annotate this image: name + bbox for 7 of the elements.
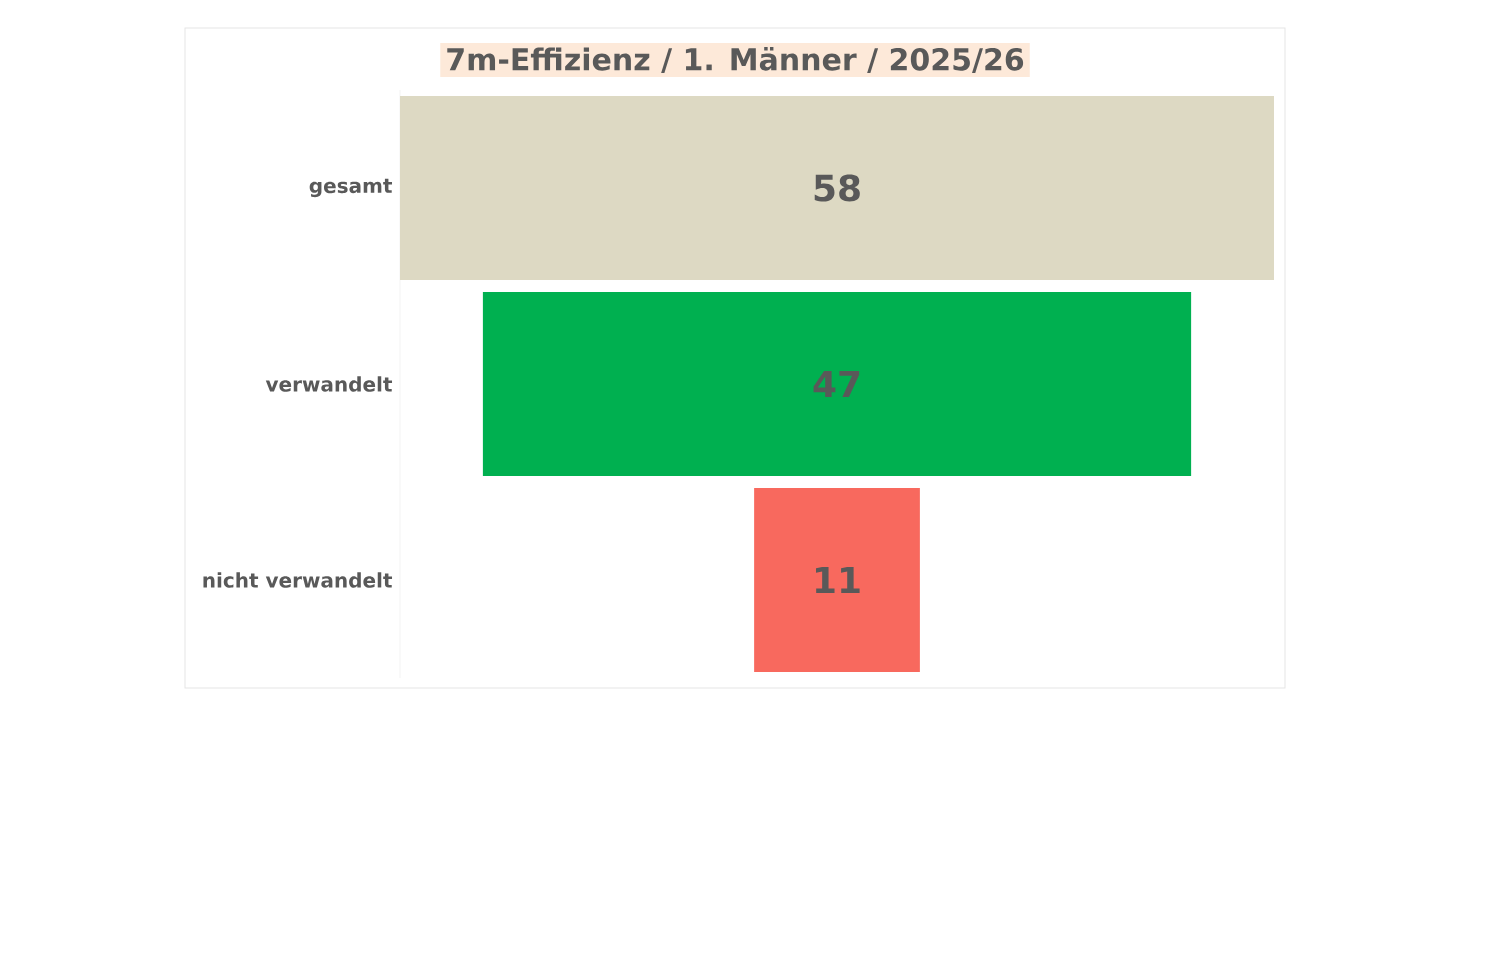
category-label: nicht verwandelt — [203, 572, 393, 588]
data-label: 47 — [813, 370, 860, 398]
text: 7m-Effizienz / 1. Männer / 2025/26 — [447, 46, 1024, 73]
data-label: 11 — [816, 566, 860, 594]
data-label: 58 — [814, 174, 860, 202]
category-label: gesamt — [309, 178, 393, 198]
category-label: verwandelt — [265, 376, 393, 392]
